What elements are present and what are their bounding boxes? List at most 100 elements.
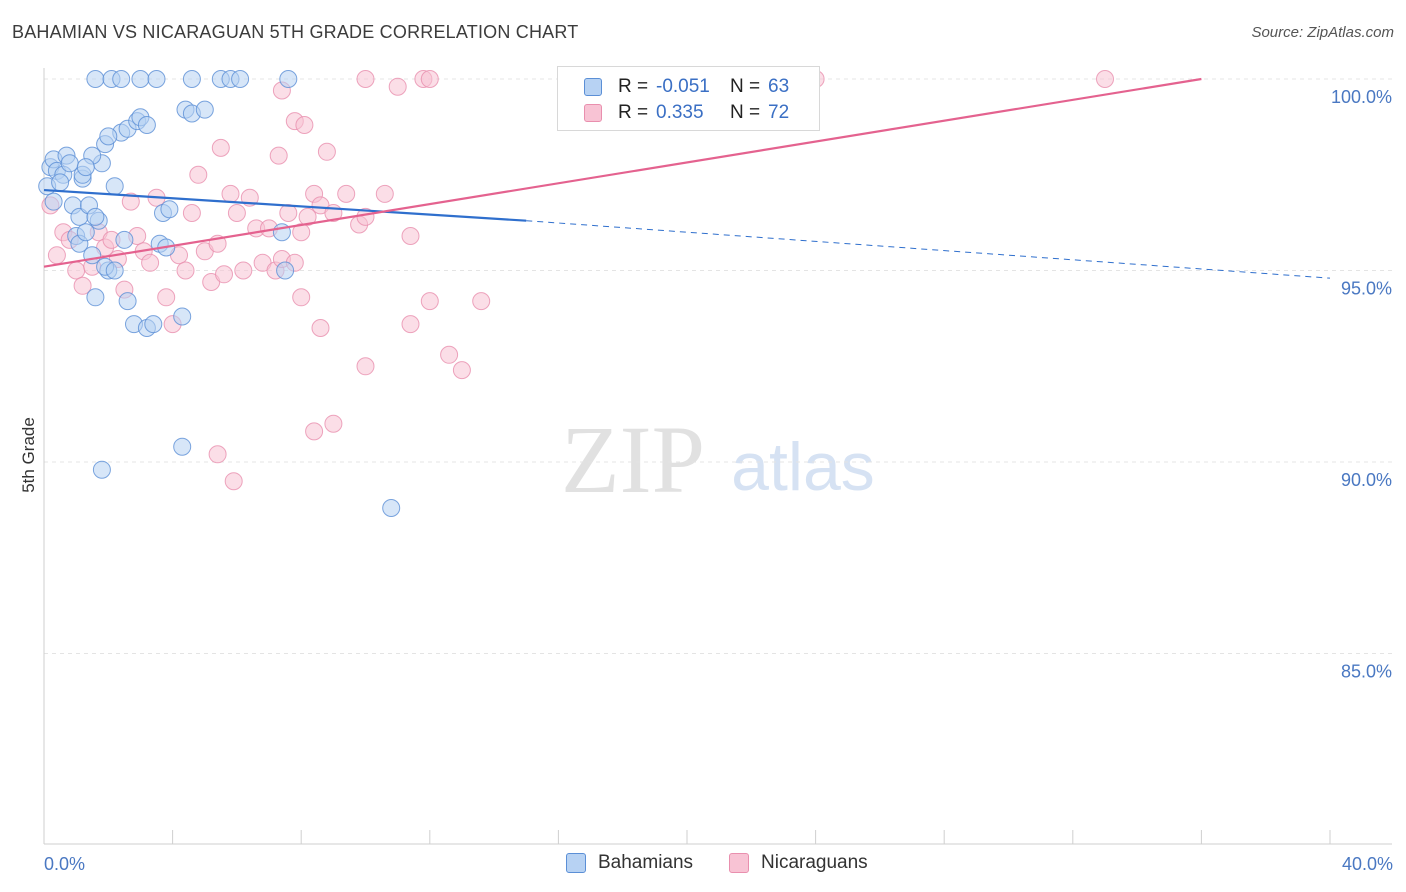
nicaraguans-point (401, 315, 420, 334)
nicaraguans-point (234, 261, 253, 280)
bahamians-point (86, 207, 105, 226)
legend-n-value: 63 (768, 76, 790, 97)
nicaraguans-point (388, 77, 407, 96)
bahamians-point (112, 70, 131, 88)
nicaraguans-point (356, 70, 375, 88)
nicaraguans-point (269, 146, 288, 165)
legend-swatch-nicaraguans (729, 853, 749, 873)
bahamians-point (131, 70, 150, 88)
nicaraguans-point (157, 288, 176, 307)
x-tick-label-max: 40.0% (1342, 854, 1393, 874)
bahamians-point (99, 127, 118, 146)
bahamians-point (115, 230, 134, 249)
tick-labels: 100.0% 95.0% 90.0% 85.0% 0.0% 40.0% (44, 87, 1393, 874)
legend-n-value: 72 (768, 102, 790, 123)
y-tick-label: 85.0% (1341, 662, 1392, 682)
legend-swatch-bahamians (566, 853, 586, 873)
source-credit: Source: ZipAtlas.com (1251, 24, 1394, 41)
chart-title: BAHAMIAN VS NICARAGUAN 5TH GRADE CORRELA… (12, 22, 579, 42)
legend-swatch-bahamians (584, 78, 602, 96)
nicaraguans-point (295, 116, 314, 134)
legend-r-label: R = (618, 76, 649, 97)
bahamians-point (276, 261, 295, 280)
nicaraguans-point (141, 253, 160, 272)
bahamians-point (92, 460, 111, 479)
nicaraguans-point (1096, 70, 1114, 88)
bahamians-point (173, 437, 192, 456)
watermark-atlas: atlas (731, 429, 875, 505)
bahamians-point (76, 158, 95, 177)
nicaraguans-point (324, 414, 343, 433)
nicaraguans-point (221, 184, 240, 203)
nicaraguans-trend-line (43, 77, 1202, 268)
bahamians-point (173, 307, 192, 326)
legend-item-bahamians[interactable]: Bahamians (566, 852, 693, 874)
legend-r-label: R = (618, 102, 649, 123)
bahamians-point (105, 177, 124, 196)
nicaraguans-point (121, 192, 140, 211)
series-legend: Bahamians Nicaraguans (0, 852, 1406, 878)
nicaraguans-point (356, 357, 375, 376)
legend-n-label: N = (730, 102, 761, 123)
zipatlas-watermark: ZIP atlas (561, 406, 875, 513)
bahamians-point (279, 70, 298, 88)
bahamians-point (144, 315, 163, 334)
legend-r-value: 0.335 (656, 102, 704, 123)
bahamians-point (382, 499, 401, 517)
bahamians-point (160, 200, 179, 219)
nicaraguans-point (311, 319, 330, 337)
legend-row-nicaraguans: R = 0.335 N = 72 (584, 100, 789, 126)
nicaraguans-point (452, 361, 471, 380)
x-tick-label-min: 0.0% (44, 854, 85, 874)
nicaraguans-point (401, 227, 420, 245)
legend-label-nicaraguans: Nicaraguans (761, 852, 868, 873)
legend-n-label: N = (730, 76, 761, 97)
bahamians-point (105, 261, 124, 280)
bahamians-point (182, 70, 201, 88)
bahamians-point (147, 70, 166, 88)
nicaraguans-point (305, 422, 324, 441)
nicaraguans-point (211, 138, 230, 157)
y-tick-label: 90.0% (1341, 470, 1392, 490)
nicaraguans-point (182, 204, 201, 222)
bahamians-point (86, 70, 105, 88)
bahamians-point (76, 223, 95, 242)
nicaraguans-point (375, 184, 394, 203)
bahamians-point (51, 173, 70, 192)
nicaraguans-point (67, 261, 86, 280)
legend-r-value: -0.051 (656, 76, 710, 97)
bahamians-point (195, 100, 214, 119)
y-tick-label: 95.0% (1341, 279, 1392, 299)
bahamians-point (44, 192, 63, 211)
nicaraguans-point (472, 292, 491, 311)
nicaraguans-point (292, 223, 311, 242)
nicaraguans-point (420, 70, 439, 88)
nicaraguans-point (227, 204, 246, 222)
nicaraguans-point (298, 207, 317, 226)
nicaraguans-point (420, 292, 439, 311)
legend-label-bahamians: Bahamians (598, 852, 694, 873)
trend-lines (43, 77, 1331, 279)
legend-item-nicaraguans[interactable]: Nicaraguans (729, 852, 868, 874)
nicaraguans-point (215, 265, 233, 284)
bahamians-point (231, 70, 250, 88)
nicaraguans-point (317, 142, 336, 161)
correlation-legend: R = -0.051 N = 63 R = 0.335 N = 72 (557, 66, 820, 131)
nicaraguans-point (73, 276, 92, 295)
watermark-zip: ZIP (561, 406, 705, 513)
legend-row-bahamians: R = -0.051 N = 63 (584, 74, 789, 100)
nicaraguans-point (337, 184, 356, 203)
bahamians-trend-extension (526, 220, 1331, 279)
grid-lines (44, 78, 1392, 654)
axes (43, 68, 1392, 845)
nicaraguans-point (189, 165, 208, 184)
bahamians-point (137, 116, 156, 134)
nicaraguans-point (440, 345, 459, 364)
y-tick-label: 100.0% (1331, 87, 1392, 107)
bahamians-point (118, 292, 137, 311)
legend-swatch-nicaraguans (584, 104, 602, 122)
y-axis-label: 5th Grade (19, 417, 38, 493)
nicaraguans-point (47, 246, 66, 265)
nicaraguans-point (208, 445, 227, 464)
